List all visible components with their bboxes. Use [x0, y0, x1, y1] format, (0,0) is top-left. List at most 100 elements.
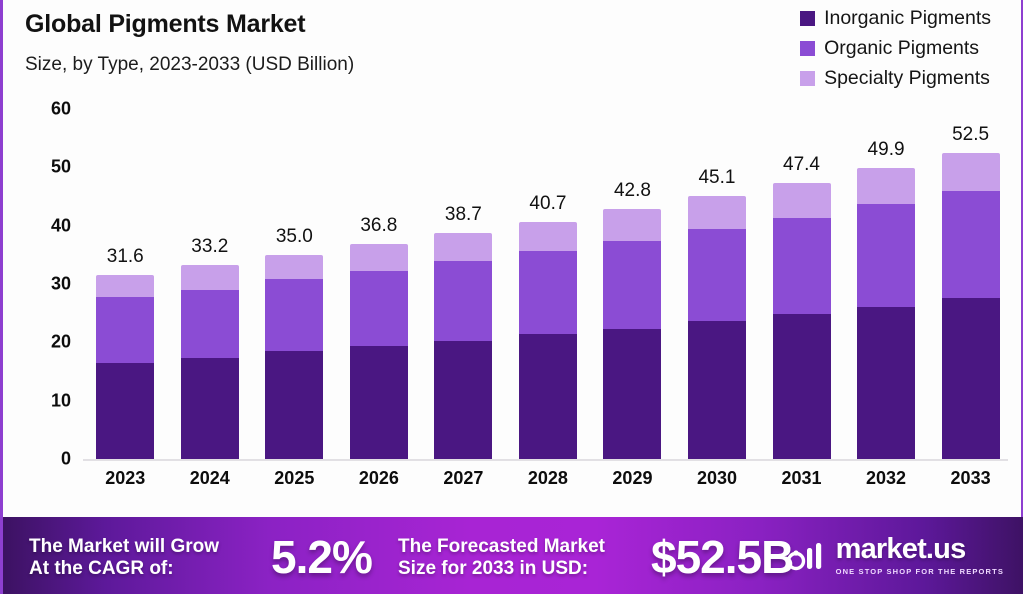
cagr-label-line2: At the CAGR of:: [29, 557, 174, 579]
x-axis-tick: 2032: [866, 468, 907, 488]
page-title: Global Pigments Market: [25, 10, 306, 38]
brand-logo[interactable]: market.us ONE STOP SHOP FOR THE REPORTS: [786, 533, 1004, 577]
y-axis: 0 10 20 30 40 50 60: [3, 96, 83, 516]
logo-tagline: ONE STOP SHOP FOR THE REPORTS: [835, 567, 1004, 576]
legend-swatch-icon: [800, 40, 816, 56]
bar-total-label: 36.8: [360, 215, 398, 237]
bar-segment[interactable]: [180, 358, 239, 459]
y-axis-tick: 50: [50, 156, 71, 177]
bar-segment[interactable]: [941, 152, 1000, 191]
bar-segment[interactable]: [603, 328, 662, 459]
chart-legend: Inorganic Pigments Organic Pigments Specia…: [800, 5, 991, 91]
y-axis-tick: 10: [50, 390, 71, 411]
bar-total-label: 35.0: [275, 225, 313, 247]
bar-segment[interactable]: [96, 274, 155, 298]
bar-group[interactable]: 31.6: [96, 96, 155, 459]
bar-segment[interactable]: [518, 251, 577, 335]
legend-swatch-icon: [800, 70, 816, 86]
bar-segment[interactable]: [349, 244, 408, 272]
bar-segment[interactable]: [180, 289, 239, 359]
y-axis-tick: 40: [50, 215, 71, 236]
bar-segment[interactable]: [265, 351, 324, 459]
cagr-value: 5.2%: [271, 531, 373, 583]
x-axis-tick: 2025: [274, 468, 315, 488]
cagr-label: The Market will Grow At the CAGR of:: [29, 536, 219, 580]
x-axis-baseline: [83, 459, 1008, 461]
bar-group[interactable]: 40.7: [518, 96, 577, 459]
chart-subtitle: Size, by Type, 2023-2033 (USD Billion): [25, 54, 355, 75]
bar-group[interactable]: 38.7: [434, 96, 493, 459]
bar-group[interactable]: 33.2: [180, 96, 239, 459]
legend-item[interactable]: Specialty Pigments: [800, 65, 990, 91]
forecast-value: $52.5B: [651, 531, 794, 583]
bar-segment[interactable]: [603, 209, 662, 241]
legend-label: Organic Pigments: [824, 36, 980, 59]
bar-segment[interactable]: [687, 320, 746, 459]
bar-segment[interactable]: [687, 228, 746, 321]
legend-swatch-icon: [800, 10, 816, 26]
bar-group[interactable]: 47.4: [772, 96, 831, 459]
bar-segment[interactable]: [349, 346, 408, 459]
bar-group[interactable]: 36.8: [349, 96, 408, 459]
bar-group[interactable]: 42.8: [603, 96, 662, 459]
x-axis-tick: 2027: [443, 468, 484, 488]
x-axis-tick: 2026: [358, 468, 399, 488]
y-axis-tick: 30: [50, 273, 71, 294]
x-axis-tick: 2029: [612, 468, 653, 488]
bar-total-label: 33.2: [191, 236, 229, 258]
chart-header: Global Pigments Market Size, by Type, 20…: [3, 0, 1023, 96]
bar-segment[interactable]: [687, 195, 746, 229]
bar-total-label: 31.6: [106, 245, 144, 267]
bar-segment[interactable]: [941, 190, 1000, 298]
bar-segment[interactable]: [772, 313, 831, 459]
bar-group[interactable]: 49.9: [857, 96, 916, 459]
bar-segment[interactable]: [96, 297, 155, 363]
x-axis-tick: 2023: [105, 468, 146, 488]
bar-total-label: 49.9: [867, 138, 905, 160]
bar-segment[interactable]: [518, 334, 577, 459]
logo-name: market.us: [835, 533, 967, 565]
bar-total-label: 45.1: [698, 166, 736, 188]
bar-group[interactable]: 45.1: [687, 96, 746, 459]
bar-segment[interactable]: [857, 306, 916, 459]
bar-segment[interactable]: [349, 271, 408, 347]
y-axis-tick: 20: [50, 331, 71, 352]
bar-segment[interactable]: [857, 167, 916, 205]
bar-segment[interactable]: [857, 204, 916, 307]
x-axis: 2023 2024 2025 2026 2027 2028 2029 2030 2031 2032…: [83, 468, 1013, 508]
cagr-label-line1: The Market will Grow: [29, 536, 220, 557]
legend-label: Inorganic Pigments: [824, 6, 991, 29]
x-axis-tick: 2028: [527, 468, 568, 488]
bar-segment[interactable]: [434, 233, 493, 262]
x-axis-tick: 2030: [696, 468, 737, 488]
x-axis-tick: 2024: [189, 468, 230, 488]
logo-text: market.us ONE STOP SHOP FOR THE REPORTS: [835, 533, 1004, 577]
bar-segment[interactable]: [941, 298, 1000, 459]
bar-segment[interactable]: [434, 340, 493, 459]
forecast-label-line1: The Forecasted Market: [398, 536, 605, 557]
legend-label: Specialty Pigments: [824, 66, 990, 89]
plot-area: 0 10 20 30 40 50 60 31.6 33.2 35.0 36.8 38.7 40.7 42…: [3, 96, 1023, 516]
bar-segment[interactable]: [603, 240, 662, 329]
x-axis-tick: 2031: [781, 468, 822, 488]
forecast-label-line2: Size for 2033 in USD:: [398, 557, 589, 579]
legend-item[interactable]: Inorganic Pigments: [800, 5, 991, 31]
bar-segment[interactable]: [180, 265, 239, 290]
bar-segment[interactable]: [265, 279, 324, 352]
bar-segment[interactable]: [265, 254, 324, 280]
bar-segment[interactable]: [96, 362, 155, 459]
bar-group[interactable]: 52.5: [941, 96, 1000, 459]
x-axis-tick: 2033: [950, 468, 991, 488]
bar-segment[interactable]: [518, 221, 577, 252]
market-us-logo-icon: [786, 542, 821, 570]
bar-group[interactable]: 35.0: [265, 96, 324, 459]
summary-banner: The Market will Grow At the CAGR of: 5.2…: [3, 517, 1023, 594]
forecast-label: The Forecasted Market Size for 2033 in U…: [398, 536, 605, 580]
bar-segment[interactable]: [434, 261, 493, 341]
legend-item[interactable]: Organic Pigments: [800, 35, 979, 61]
bar-total-label: 38.7: [444, 204, 482, 226]
bar-segment[interactable]: [772, 217, 831, 314]
bar-total-label: 40.7: [529, 192, 567, 214]
bar-segment[interactable]: [772, 182, 831, 218]
